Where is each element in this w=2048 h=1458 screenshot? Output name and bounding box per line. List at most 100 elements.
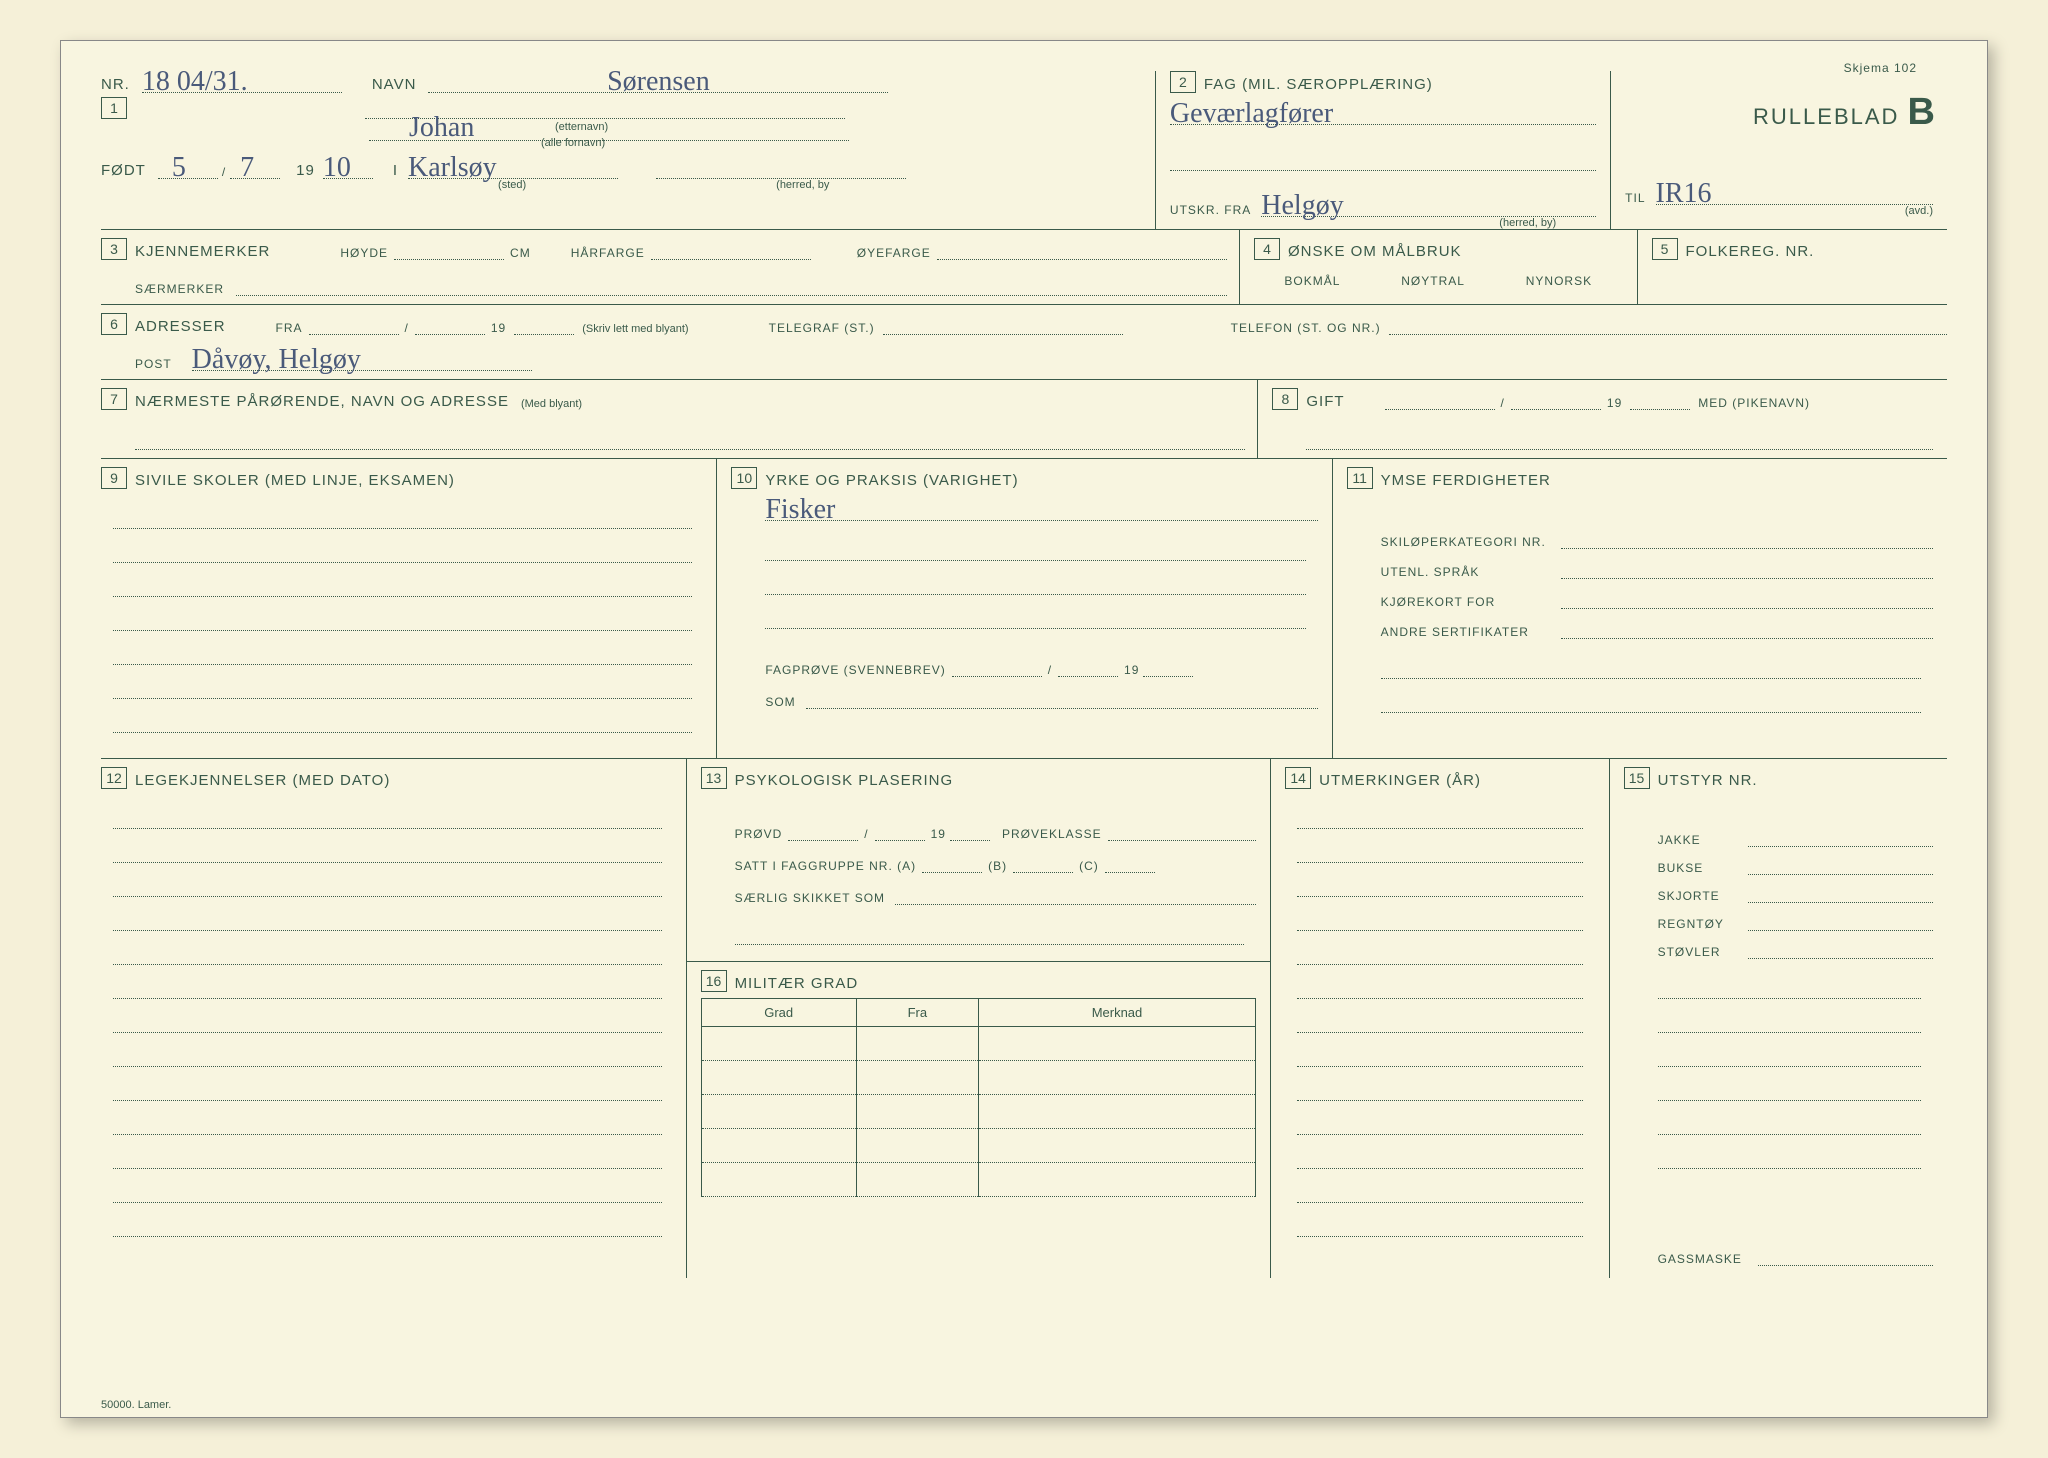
box-7: 7 NÆRMESTE PÅRØRENDE, navn og adresse (M…: [101, 380, 1257, 458]
milgrad-label: MILITÆR GRAD: [735, 975, 859, 992]
box-8: 8 GIFT / 19 med (pikenavn): [1257, 380, 1947, 458]
box-til: til IR16 (avd.): [1610, 71, 1947, 229]
box-14: 14 UTMERKINGER (år): [1270, 759, 1608, 1278]
utmerk-label: UTMERKINGER (år): [1319, 772, 1481, 789]
box2-num: 2: [1170, 71, 1196, 93]
box-13-16: 13 PSYKOLOGISK PLASERING Prøvd / 19 Prøv…: [686, 759, 1271, 1278]
post-value: Dåvøy, Helgøy: [192, 344, 361, 376]
cm-label: cm: [510, 246, 531, 260]
gift-year-prefix: 19: [1607, 396, 1622, 410]
gift-label: GIFT: [1306, 393, 1344, 410]
section-9-10-11: 9 SIVILE SKOLER (med linje, eksamen) 10 …: [101, 458, 1947, 758]
til-value: IR16: [1656, 178, 1712, 210]
saermerker-label: Særmerker: [135, 282, 224, 296]
section-78: 7 NÆRMESTE PÅRØRENDE, navn og adresse (M…: [101, 379, 1947, 458]
box11-num: 11: [1347, 467, 1373, 489]
box-5: 5 FOLKEREG. NR.: [1637, 230, 1948, 304]
box12-num: 12: [101, 767, 127, 789]
section-top: NR. 18 04/31. NAVN Sørensen 1 (etternavn…: [101, 71, 1947, 229]
fag-label: FAG (mil. særopplæring): [1204, 76, 1433, 93]
malbruk-label: ØNSKE OM MÅLBRUK: [1288, 243, 1462, 260]
box-2: 2 FAG (mil. særopplæring) Geværlagfører …: [1155, 71, 1610, 229]
box-1: NR. 18 04/31. NAVN Sørensen 1 (etternavn…: [101, 71, 1155, 229]
nynorsk: Nynorsk: [1526, 274, 1592, 288]
fodt-year-prefix: 19: [296, 162, 315, 179]
jakke: Jakke: [1658, 833, 1748, 847]
box3-num: 3: [101, 238, 127, 260]
i-label: I: [393, 162, 398, 179]
box-15: 15 UTSTYR NR. Jakke Bukse Skjorte Regntø…: [1609, 759, 1947, 1278]
parorende-label: NÆRMESTE PÅRØRENDE, navn og adresse: [135, 393, 509, 410]
gift-suffix: med (pikenavn): [1698, 396, 1810, 410]
fornavn-hint: (alle fornavn): [541, 137, 1583, 149]
fornavn-value: Johan: [409, 112, 474, 144]
navn-label: NAVN: [372, 76, 417, 93]
box13-num: 13: [701, 767, 727, 789]
harfarge-label: Hårfarge: [571, 246, 645, 260]
box6-num: 6: [101, 313, 127, 335]
adr-hint: (Skriv lett med blyant): [582, 323, 688, 335]
box-12: 12 LEGEKJENNELSER (med dato): [101, 759, 686, 1278]
kjennemerker-label: KJENNEMERKER: [135, 243, 270, 260]
box9-num: 9: [101, 467, 127, 489]
satt-label: Satt i faggruppe nr. (a): [735, 859, 917, 873]
etternavn-value: Sørensen: [607, 66, 710, 98]
fagprove-label: Fagprøve (svennebrev): [765, 663, 945, 677]
fodt-day: 5: [172, 152, 186, 184]
oyefarge-label: Øyefarge: [857, 246, 931, 260]
utstyr-label: UTSTYR NR.: [1658, 772, 1758, 789]
fag-value: Geværlagfører: [1170, 98, 1333, 130]
herred-hint: (herred, by: [776, 179, 829, 191]
provd-year: 19: [931, 827, 946, 841]
bukse: Bukse: [1658, 861, 1748, 875]
box-3: 3 KJENNEMERKER Høyde cm Hårfarge Øyefarg…: [101, 230, 1239, 304]
fra-label: Fra: [276, 321, 303, 335]
box-4: 4 ØNSKE OM MÅLBRUK Bokmål Nøytral Nynors…: [1239, 230, 1637, 304]
milgrad-table: Grad Fra Merknad: [701, 998, 1257, 1197]
utskr-hint: (herred, by): [1170, 217, 1596, 229]
utskr-value: Helgøy: [1261, 190, 1343, 222]
box-6: 6 ADRESSER Fra / 19 (Skriv lett med blya…: [101, 304, 1947, 379]
box4-num: 4: [1254, 238, 1280, 260]
box16-num: 16: [701, 970, 727, 992]
yrke-label: YRKE OG PRAKSIS (varighet): [765, 472, 1018, 489]
footer: 50000. Lamer.: [101, 1399, 171, 1411]
adresser-label: ADRESSER: [135, 318, 226, 335]
box1-num: 1: [101, 97, 127, 119]
gassmaske: Gassmaske: [1658, 1252, 1758, 1266]
hoyde-label: Høyde: [340, 246, 388, 260]
yrke-value: Fisker: [765, 494, 835, 526]
box8-num: 8: [1272, 388, 1298, 410]
form-card: Skjema 102 RULLEBLAD B NR. 18 04/31. NAV…: [60, 40, 1988, 1418]
sivile-label: SIVILE SKOLER (med linje, eksamen): [135, 472, 455, 489]
box10-num: 10: [731, 467, 757, 489]
box-9: 9 SIVILE SKOLER (med linje, eksamen): [101, 459, 716, 758]
korekort-label: Kjørekort for: [1381, 595, 1561, 609]
folkereg-label: FOLKEREG. NR.: [1686, 243, 1815, 260]
lege-label: LEGEKJENNELSER (med dato): [135, 772, 390, 789]
telefon-label: Telefon (st. og nr.): [1231, 321, 1381, 335]
fodt-label: FØDT: [101, 162, 146, 179]
noytral: Nøytral: [1401, 274, 1465, 288]
gift-sep: /: [1501, 396, 1505, 410]
sted-hint: (sted): [498, 179, 526, 191]
bokmaal: Bokmål: [1284, 274, 1340, 288]
box14-num: 14: [1285, 767, 1311, 789]
section-345: 3 KJENNEMERKER Høyde cm Hårfarge Øyefarg…: [101, 229, 1947, 304]
provd-label: Prøvd: [735, 827, 783, 841]
fodt-year-suffix: 10: [323, 152, 351, 184]
box15-num: 15: [1624, 767, 1650, 789]
stovler: Støvler: [1658, 945, 1748, 959]
nr-value: 18 04/31.: [142, 66, 248, 98]
regntoy: Regntøy: [1658, 917, 1748, 931]
andre-label: Andre sertifikater: [1381, 625, 1561, 639]
provd-sep: /: [864, 827, 868, 841]
adr-year-prefix: 19: [491, 321, 506, 335]
psyk-label: PSYKOLOGISK PLASERING: [735, 772, 954, 789]
parorende-hint: (Med blyant): [521, 398, 582, 410]
ymse-label: YMSE FERDIGHETER: [1381, 472, 1551, 489]
saerlig-label: Særlig skikket som: [735, 891, 885, 905]
section-bottom: 12 LEGEKJENNELSER (med dato) 13 PSYKOLOG…: [101, 758, 1947, 1278]
til-label: til: [1625, 191, 1645, 205]
box5-num: 5: [1652, 238, 1678, 260]
